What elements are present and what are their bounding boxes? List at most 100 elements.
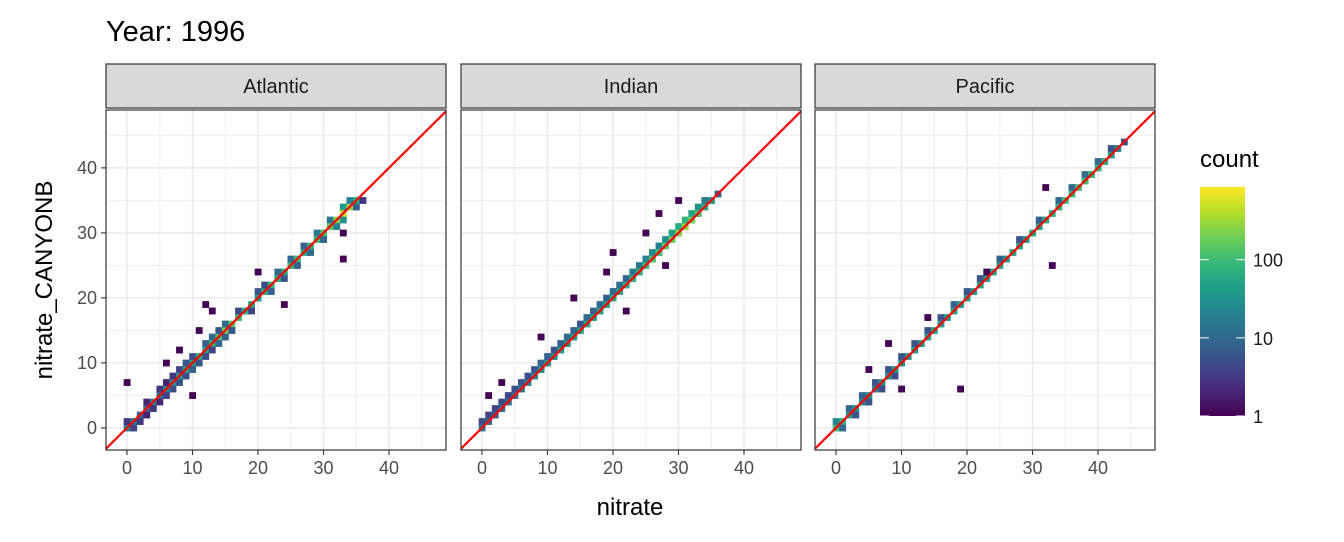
bin-cell bbox=[123, 418, 131, 425]
bin-cell bbox=[485, 392, 493, 399]
bin-cell bbox=[662, 236, 669, 243]
bin-cell bbox=[504, 392, 512, 399]
facet-panels: Atlantic 0 10 20 30 40 0 10 20 30 40 Indian 0 10 20 30 4… bbox=[77, 63, 1156, 478]
x-tick-label: 0 bbox=[477, 458, 487, 478]
bin-cell bbox=[537, 333, 545, 341]
panel-border bbox=[814, 109, 1156, 451]
legend-colorbar bbox=[1200, 187, 1245, 416]
x-tick-label: 10 bbox=[891, 458, 911, 478]
bin-cell bbox=[885, 340, 892, 347]
bin-cell bbox=[254, 288, 262, 295]
bin-cell bbox=[963, 288, 971, 295]
bin-cell bbox=[294, 262, 301, 269]
bin-cell bbox=[675, 223, 683, 230]
bin-cell bbox=[570, 327, 578, 334]
bin-cell bbox=[202, 301, 210, 308]
bin-cell bbox=[983, 268, 991, 276]
bin-cell bbox=[544, 353, 552, 360]
bin-cell bbox=[320, 236, 328, 243]
bin-cell bbox=[878, 385, 886, 393]
bin-cell bbox=[871, 379, 879, 386]
bin-cell bbox=[858, 392, 866, 399]
facet-strip bbox=[814, 63, 1156, 109]
facet-strip-label: Atlantic bbox=[243, 76, 309, 98]
bin-cell bbox=[655, 210, 663, 217]
x-tick-label: 30 bbox=[313, 458, 333, 478]
bin-cell bbox=[333, 223, 341, 230]
x-tick-label: 0 bbox=[831, 458, 841, 478]
bin-cell bbox=[583, 314, 591, 321]
bin-cell bbox=[1048, 262, 1056, 269]
bin-cell bbox=[182, 372, 190, 380]
bin-cell bbox=[1107, 145, 1115, 152]
bin-cell bbox=[688, 210, 696, 217]
bin-cell bbox=[603, 294, 611, 302]
bin-cell bbox=[208, 333, 216, 341]
x-tick-label: 20 bbox=[957, 458, 977, 478]
bin-cell bbox=[208, 346, 216, 354]
bin-cell bbox=[642, 229, 650, 237]
bin-cell bbox=[485, 411, 493, 419]
bin-cell bbox=[531, 366, 538, 373]
bin-cell bbox=[300, 242, 308, 250]
bin-cell bbox=[950, 301, 958, 308]
bin-cell bbox=[694, 203, 702, 211]
x-axis-label: nitrate bbox=[597, 494, 664, 521]
bin-cell bbox=[957, 385, 965, 393]
facet-pacific: Pacific 0 10 20 30 40 bbox=[814, 63, 1156, 478]
bin-cell bbox=[339, 203, 347, 211]
panel-border bbox=[460, 109, 802, 451]
bin-cell bbox=[635, 262, 643, 269]
bin-cell bbox=[550, 346, 558, 354]
bin-cell bbox=[182, 359, 190, 367]
bin-cell bbox=[1068, 184, 1076, 191]
bin-cell bbox=[162, 392, 170, 399]
bin-cell bbox=[280, 275, 288, 282]
bin-cell bbox=[622, 307, 630, 315]
bin-cell bbox=[937, 314, 945, 321]
bin-cell bbox=[976, 275, 984, 282]
identity-line bbox=[815, 110, 1155, 450]
identity-line bbox=[461, 110, 801, 450]
y-tick-label: 30 bbox=[77, 223, 97, 243]
bin-cell bbox=[195, 327, 203, 334]
bin-cell bbox=[655, 242, 663, 250]
bin-cell bbox=[136, 418, 144, 425]
bin-cell bbox=[668, 229, 676, 237]
chart-title: Year: 1996 bbox=[106, 16, 245, 48]
bin-cell bbox=[537, 359, 545, 367]
facet-atlantic: Atlantic 0 10 20 30 40 0 10 20 30 40 bbox=[77, 63, 447, 478]
bin-cell bbox=[352, 203, 360, 211]
x-tick-label: 0 bbox=[122, 458, 132, 478]
bin-cell bbox=[1081, 171, 1089, 178]
facet-strip bbox=[105, 63, 447, 109]
bin-cell bbox=[563, 333, 571, 341]
bin-cell bbox=[169, 385, 177, 393]
bin-cell bbox=[845, 405, 853, 412]
identity-line bbox=[106, 110, 446, 450]
y-tick-label: 40 bbox=[77, 158, 97, 178]
bin-cell bbox=[891, 372, 899, 380]
color-legend: count 1 10 100 bbox=[1200, 146, 1283, 427]
facet-strip-label: Indian bbox=[604, 76, 659, 98]
bin-cell bbox=[123, 379, 131, 386]
bin-cell bbox=[143, 398, 151, 406]
bin-cell bbox=[267, 288, 275, 295]
bin-cell bbox=[865, 366, 873, 373]
bin-cell bbox=[339, 255, 347, 263]
bin-cell bbox=[616, 281, 624, 289]
bin-cell bbox=[287, 255, 295, 263]
facet-strip bbox=[460, 63, 802, 109]
bin-cell bbox=[1094, 158, 1102, 165]
x-tick-label: 20 bbox=[248, 458, 268, 478]
bin-cell bbox=[143, 411, 151, 419]
bin-cell bbox=[911, 340, 919, 347]
y-axis-label: nitrate_CANYONB bbox=[31, 181, 58, 380]
bin-cell bbox=[478, 418, 486, 425]
bin-cell bbox=[832, 418, 840, 425]
bin-cell bbox=[590, 307, 597, 315]
facet-indian: Indian 0 10 20 30 40 bbox=[460, 63, 802, 478]
bin-cell bbox=[215, 327, 223, 334]
x-tick-label: 20 bbox=[603, 458, 623, 478]
